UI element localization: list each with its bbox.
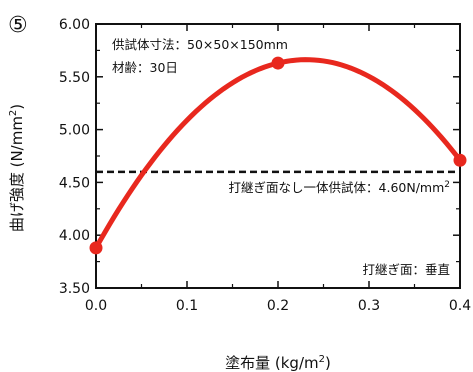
y-tick-label: 5.00 — [59, 123, 90, 139]
y-axis: 3.50 4.00 4.50 5.00 5.50 6.00 — [59, 17, 460, 297]
reference-line-label: 打継ぎ面なし一体供試体：4.60N/mm2 — [229, 180, 450, 195]
data-point — [453, 153, 467, 167]
series-curve — [93, 57, 463, 251]
x-axis-label: 塗布量 (kg/m2) — [225, 354, 331, 372]
y-tick-label: 3.50 — [59, 281, 90, 297]
panel-label: ⑤ — [8, 13, 28, 38]
annotation-age: 材齢：30日 — [112, 60, 178, 75]
y-tick-label: 5.50 — [59, 70, 90, 86]
y-tick-label: 4.00 — [59, 228, 90, 244]
x-tick-label: 0.4 — [449, 298, 471, 314]
data-point — [89, 241, 103, 255]
y-tick-label: 6.00 — [59, 17, 90, 33]
x-axis: 0.0 0.1 0.2 0.3 0.4 — [85, 24, 471, 314]
x-tick-label: 0.1 — [176, 298, 198, 314]
data-point — [271, 56, 285, 70]
annotation-specimen-size: 供試体寸法：50×50×150mm — [112, 37, 288, 52]
x-tick-label: 0.3 — [358, 298, 380, 314]
annotation-joint: 打継ぎ面：垂直 — [362, 262, 450, 277]
x-tick-label: 0.2 — [267, 298, 289, 314]
series-markers — [89, 56, 467, 255]
y-tick-label: 4.50 — [59, 175, 90, 191]
y-axis-label: 曲げ強度 (N/mm2) — [8, 104, 26, 232]
x-tick-label: 0.0 — [85, 298, 107, 314]
